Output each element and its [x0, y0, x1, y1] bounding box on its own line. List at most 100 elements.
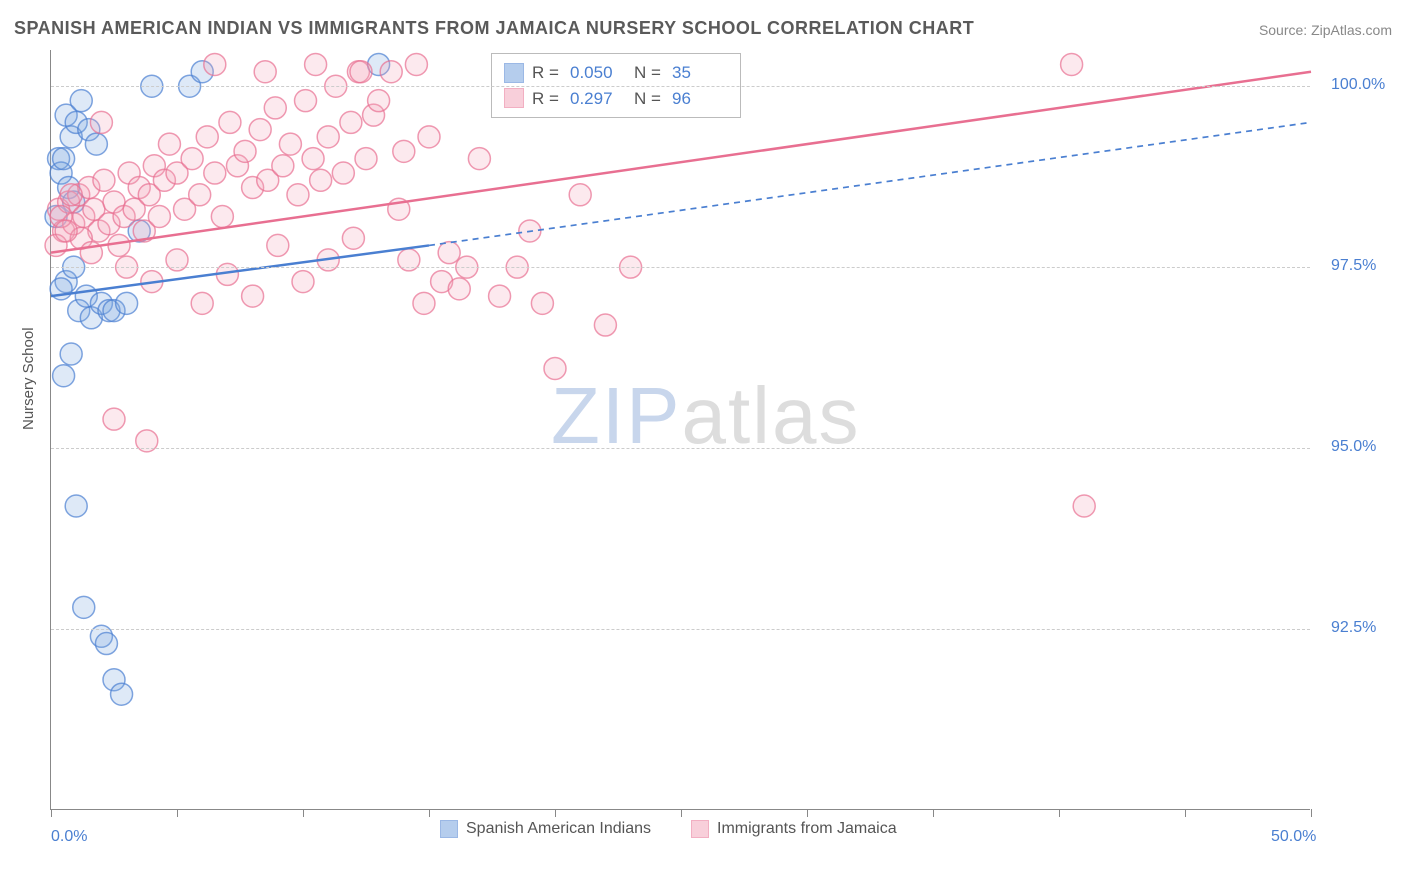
data-point-sai — [53, 148, 75, 170]
data-point-jam — [204, 162, 226, 184]
trend-line-dash-sai — [429, 122, 1311, 245]
data-point-sai — [70, 90, 92, 112]
legend-swatch-jam — [504, 88, 524, 108]
gridline — [51, 448, 1310, 449]
data-point-jam — [60, 184, 82, 206]
data-point-jam — [380, 61, 402, 83]
gridline — [51, 267, 1310, 268]
legend-R-label: R = — [532, 86, 562, 112]
legend-swatch-sai — [440, 820, 458, 838]
data-point-jam — [219, 111, 241, 133]
data-point-jam — [569, 184, 591, 206]
data-point-jam — [292, 271, 314, 293]
data-point-jam — [393, 140, 415, 162]
data-point-jam — [489, 285, 511, 307]
data-point-jam — [55, 220, 77, 242]
data-point-sai — [65, 495, 87, 517]
plot-area: ZIPatlas R =0.050N =35R =0.297N =96 92.5… — [50, 50, 1310, 810]
source-attribution: Source: ZipAtlas.com — [1259, 22, 1392, 38]
y-tick-label: 100.0% — [1331, 76, 1385, 94]
data-point-jam — [531, 292, 553, 314]
x-tick — [1311, 809, 1312, 817]
legend-stats-row-sai: R =0.050N =35 — [504, 60, 728, 86]
data-point-jam — [405, 53, 427, 75]
data-point-jam — [158, 133, 180, 155]
data-point-jam — [1061, 53, 1083, 75]
data-point-jam — [418, 126, 440, 148]
scatter-svg — [51, 50, 1311, 810]
legend-R-value: 0.050 — [570, 60, 626, 86]
data-point-jam — [254, 61, 276, 83]
data-point-sai — [73, 596, 95, 618]
data-point-jam — [342, 227, 364, 249]
data-point-jam — [272, 155, 294, 177]
data-point-sai — [95, 633, 117, 655]
data-point-jam — [204, 53, 226, 75]
data-point-sai — [116, 292, 138, 314]
data-point-jam — [148, 205, 170, 227]
x-tick — [555, 809, 556, 817]
x-tick — [429, 809, 430, 817]
legend-label-jam: Immigrants from Jamaica — [717, 820, 897, 837]
legend-R-label: R = — [532, 60, 562, 86]
y-axis-label: Nursery School — [20, 327, 37, 430]
data-point-jam — [191, 292, 213, 314]
x-tick — [303, 809, 304, 817]
gridline — [51, 86, 1310, 87]
data-point-sai — [111, 683, 133, 705]
legend-swatch-jam — [691, 820, 709, 838]
chart-title: SPANISH AMERICAN INDIAN VS IMMIGRANTS FR… — [14, 18, 974, 39]
data-point-jam — [305, 53, 327, 75]
data-point-jam — [317, 126, 339, 148]
data-point-jam — [340, 111, 362, 133]
legend-N-value: 96 — [672, 86, 728, 112]
legend-bottom: Spanish American Indians Immigrants from … — [440, 820, 897, 838]
data-point-jam — [413, 292, 435, 314]
legend-item-jam: Immigrants from Jamaica — [691, 820, 897, 838]
data-point-jam — [295, 90, 317, 112]
data-point-jam — [189, 184, 211, 206]
data-point-jam — [355, 148, 377, 170]
x-tick — [177, 809, 178, 817]
data-point-jam — [350, 61, 372, 83]
x-tick — [1059, 809, 1060, 817]
data-point-sai — [85, 133, 107, 155]
x-tick-label: 0.0% — [51, 828, 87, 846]
x-tick — [1185, 809, 1186, 817]
data-point-jam — [594, 314, 616, 336]
data-point-jam — [468, 148, 490, 170]
data-point-jam — [279, 133, 301, 155]
legend-N-value: 35 — [672, 60, 728, 86]
data-point-jam — [196, 126, 218, 148]
y-tick-label: 97.5% — [1331, 257, 1376, 275]
x-tick — [681, 809, 682, 817]
legend-swatch-sai — [504, 63, 524, 83]
data-point-jam — [93, 169, 115, 191]
y-tick-label: 95.0% — [1331, 438, 1376, 456]
legend-stats-row-jam: R = 0.297 N = 96 — [504, 86, 728, 112]
gridline — [51, 629, 1310, 630]
data-point-jam — [181, 148, 203, 170]
x-tick — [807, 809, 808, 817]
x-tick — [933, 809, 934, 817]
legend-N-label: N = — [634, 86, 664, 112]
y-tick-label: 92.5% — [1331, 619, 1376, 637]
data-point-jam — [211, 205, 233, 227]
data-point-jam — [287, 184, 309, 206]
data-point-jam — [310, 169, 332, 191]
data-point-jam — [242, 285, 264, 307]
data-point-jam — [234, 140, 256, 162]
data-point-jam — [1073, 495, 1095, 517]
data-point-jam — [267, 234, 289, 256]
data-point-jam — [448, 278, 470, 300]
data-point-jam — [544, 357, 566, 379]
data-point-jam — [103, 408, 125, 430]
trend-line-sai — [51, 245, 429, 296]
legend-R-value: 0.297 — [570, 86, 626, 112]
data-point-jam — [249, 119, 271, 141]
data-point-jam — [108, 234, 130, 256]
data-point-jam — [368, 90, 390, 112]
legend-label-sai: Spanish American Indians — [466, 820, 651, 837]
data-point-jam — [302, 148, 324, 170]
data-point-jam — [90, 111, 112, 133]
